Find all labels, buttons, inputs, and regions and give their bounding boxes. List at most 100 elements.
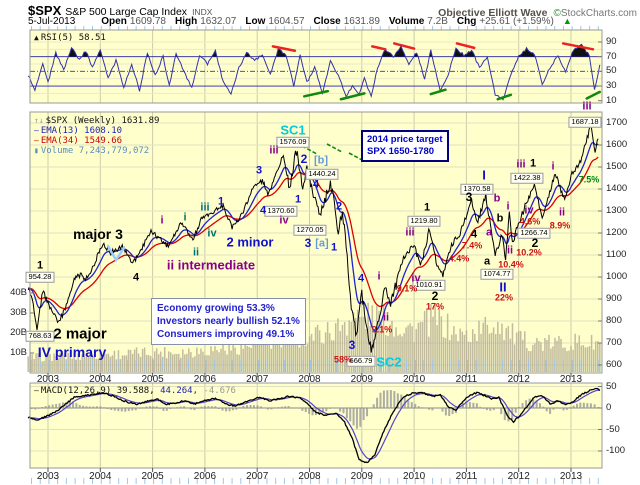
- volume-bar: [509, 338, 512, 372]
- volume-bar: [63, 354, 65, 372]
- volume-bar: [119, 359, 122, 372]
- macd-histogram-bar: [549, 408, 552, 414]
- volume-bar: [272, 338, 275, 372]
- price-axis-label: 900: [606, 293, 622, 304]
- volume-bar: [101, 358, 104, 372]
- volume-bar: [206, 355, 208, 372]
- volume-bar: [51, 360, 53, 372]
- macd-histogram-bar: [332, 407, 335, 409]
- macd-histogram-bar: [507, 408, 510, 422]
- x-axis-year-label: 2009: [350, 471, 373, 482]
- volume-bar: [405, 327, 407, 372]
- macd-histogram-bar: [562, 408, 565, 411]
- macd-histogram-bar: [99, 406, 102, 409]
- volume-bar: [184, 354, 186, 372]
- macd-histogram-bar: [572, 405, 575, 409]
- rsi-axis-label: 50: [606, 65, 617, 77]
- wave-label: 2 major: [53, 325, 107, 343]
- volume-bar: [395, 327, 397, 372]
- volume-bar: [520, 330, 522, 372]
- price-axis-label: 1200: [606, 227, 628, 238]
- volume-bar: [228, 341, 230, 372]
- volume-bar: [505, 328, 507, 372]
- volume-bar: [544, 337, 546, 372]
- volume-bar: [77, 353, 79, 372]
- rsi-axis-label: 70: [606, 50, 617, 62]
- macd-histogram-bar: [82, 405, 85, 409]
- volume-bar: [594, 341, 597, 372]
- macd-histogram-bar: [500, 408, 503, 415]
- macd-histogram-bar: [58, 403, 61, 409]
- wave-label: ii intermediate: [166, 257, 256, 273]
- volume-bar: [382, 304, 385, 372]
- volume-bar: [337, 318, 339, 372]
- wave-label: [b]: [313, 154, 329, 167]
- volume-bar: [359, 316, 361, 372]
- volume-bar: [494, 334, 497, 372]
- sentiment-box: Economy growing 53.3% Investors nearly b…: [151, 298, 306, 345]
- volume-bar: [180, 357, 182, 372]
- macd-histogram-bar: [145, 406, 148, 409]
- macd-histogram-bar: [280, 406, 283, 409]
- volume-bar: [306, 343, 309, 372]
- quote-value: 1632.07: [200, 16, 237, 27]
- macd-histogram-bar: [169, 408, 172, 409]
- macd-histogram-bar: [428, 408, 431, 410]
- macd-histogram-bar: [372, 404, 375, 409]
- price-tag: 768.63: [25, 330, 55, 342]
- volume-bar: [339, 331, 341, 372]
- volume-bar: [564, 347, 566, 372]
- volume-bar: [121, 355, 124, 372]
- volume-bar: [200, 348, 202, 372]
- volume-bar: [530, 351, 532, 372]
- price-tag: 1219.80: [407, 215, 441, 227]
- volume-bar: [492, 327, 495, 372]
- volume-bar: [397, 335, 399, 372]
- wave-label: iv: [207, 227, 217, 240]
- macd-axis-label: 50: [606, 380, 617, 392]
- volume-bar: [548, 334, 550, 372]
- volume-bar: [578, 335, 581, 372]
- volume-bar: [75, 359, 77, 372]
- volume-bar: [312, 340, 315, 372]
- macd-histogram-bar: [75, 403, 78, 409]
- volume-bar: [176, 354, 178, 372]
- macd-histogram-bar: [575, 403, 578, 409]
- macd-histogram-bar: [482, 408, 485, 409]
- volume-bar: [230, 350, 232, 372]
- macd-histogram-bar: [582, 402, 585, 409]
- volume-bar: [99, 349, 102, 372]
- x-axis-year-label: 2005: [141, 374, 164, 385]
- wave-label: major 3: [73, 226, 123, 242]
- volume-bar: [432, 316, 434, 372]
- candles-icon: ↑↓: [34, 116, 44, 125]
- volume-bar: [399, 334, 401, 372]
- price-tag: 1270.05: [293, 224, 327, 236]
- volume-bar: [346, 335, 348, 372]
- volume-bar: [352, 312, 355, 372]
- rsi-resistance-trendline: [392, 42, 416, 50]
- volume-bar: [467, 341, 470, 372]
- wave-label: iii: [582, 100, 592, 113]
- macd-histogram-bar: [386, 390, 389, 409]
- volume-bar: [89, 351, 92, 372]
- x-axis-year-label: 2007: [246, 471, 269, 482]
- macd-histogram-bar: [225, 408, 228, 412]
- x-axis-year-label: 2012: [507, 471, 530, 482]
- volume-bar: [218, 352, 220, 372]
- macd-histogram-bar: [298, 408, 301, 409]
- volume-bar: [282, 333, 285, 372]
- volume-bar: [348, 320, 350, 372]
- quote-value: +25.61 (+1.59%): [479, 16, 554, 27]
- macd-histogram-bar: [249, 405, 252, 409]
- macd-histogram-bar: [207, 406, 210, 409]
- volume-bar: [254, 343, 256, 372]
- volume-bar: [131, 353, 134, 372]
- macd-histogram-bar: [134, 408, 137, 411]
- macd-histogram-bar: [72, 401, 75, 409]
- x-axis-year-label: 2009: [350, 374, 373, 385]
- macd-histogram-bar: [451, 408, 454, 415]
- macd-histogram-bar: [355, 408, 358, 429]
- wave-label: iv: [279, 214, 289, 227]
